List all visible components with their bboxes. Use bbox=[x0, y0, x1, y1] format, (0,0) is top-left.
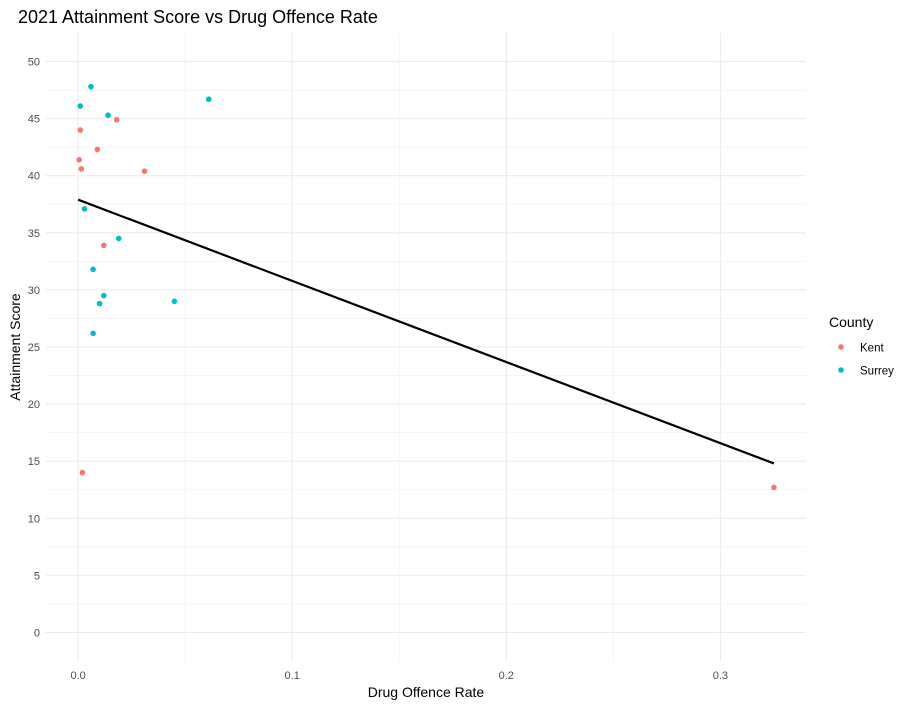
data-point-kent bbox=[79, 469, 86, 476]
data-point-kent bbox=[94, 146, 101, 153]
grid bbox=[46, 33, 806, 661]
data-point-surrey bbox=[115, 235, 122, 242]
y-tick-label: 10 bbox=[28, 513, 40, 525]
data-point-surrey bbox=[105, 112, 111, 119]
data-point-surrey bbox=[96, 300, 103, 307]
data-point-kent bbox=[101, 242, 107, 249]
y-tick-label: 0 bbox=[34, 627, 40, 639]
x-axis-ticks: 0.0 0.1 0.2 0.3 bbox=[70, 670, 728, 682]
data-point-kent bbox=[141, 168, 148, 174]
trend-line bbox=[77, 198, 775, 465]
legend-label-kent: Kent bbox=[860, 343, 884, 355]
x-tick-label: 0.2 bbox=[499, 670, 514, 682]
legend-label-surrey: Surrey bbox=[860, 366, 894, 378]
data-point-kent bbox=[76, 156, 82, 163]
x-axis-title: Drug Offence Rate bbox=[368, 684, 485, 700]
legend-items: Kent Surrey bbox=[838, 343, 894, 378]
y-axis-title: Attainment Score bbox=[7, 293, 23, 401]
x-tick-label: 0.1 bbox=[285, 670, 300, 682]
data-point-surrey bbox=[205, 96, 212, 103]
y-tick-label: 30 bbox=[28, 285, 40, 297]
y-tick-label: 50 bbox=[28, 57, 40, 69]
y-tick-label: 25 bbox=[28, 342, 40, 354]
data-point-surrey bbox=[90, 266, 96, 273]
data-point-surrey bbox=[90, 330, 96, 337]
data-point-surrey bbox=[81, 206, 88, 212]
data-point-surrey bbox=[88, 83, 94, 90]
data-point-kent bbox=[113, 116, 120, 123]
y-tick-label: 15 bbox=[28, 456, 40, 468]
y-tick-label: 20 bbox=[28, 399, 40, 411]
trend-line-layer bbox=[77, 198, 775, 465]
y-tick-label: 45 bbox=[28, 114, 40, 126]
legend-title: County bbox=[829, 314, 873, 330]
points-layer bbox=[76, 83, 777, 491]
x-tick-label: 0.3 bbox=[713, 670, 728, 682]
y-tick-label: 5 bbox=[34, 570, 40, 582]
data-point-kent bbox=[78, 166, 85, 172]
data-point-surrey bbox=[171, 298, 178, 305]
legend-key-surrey bbox=[838, 367, 844, 373]
x-tick-label: 0.0 bbox=[70, 670, 85, 682]
data-point-kent bbox=[771, 484, 777, 491]
y-tick-label: 40 bbox=[28, 171, 40, 183]
legend-key-kent bbox=[838, 344, 844, 350]
data-point-surrey bbox=[101, 292, 107, 299]
y-tick-label: 35 bbox=[28, 228, 40, 240]
chart-title: 2021 Attainment Score vs Drug Offence Ra… bbox=[18, 7, 378, 27]
data-point-surrey bbox=[77, 103, 84, 109]
data-point-kent bbox=[77, 127, 84, 133]
y-axis-ticks: 0 5 10 15 20 25 30 35 40 45 50 bbox=[28, 57, 40, 640]
legend: County Kent Surrey bbox=[829, 314, 894, 378]
